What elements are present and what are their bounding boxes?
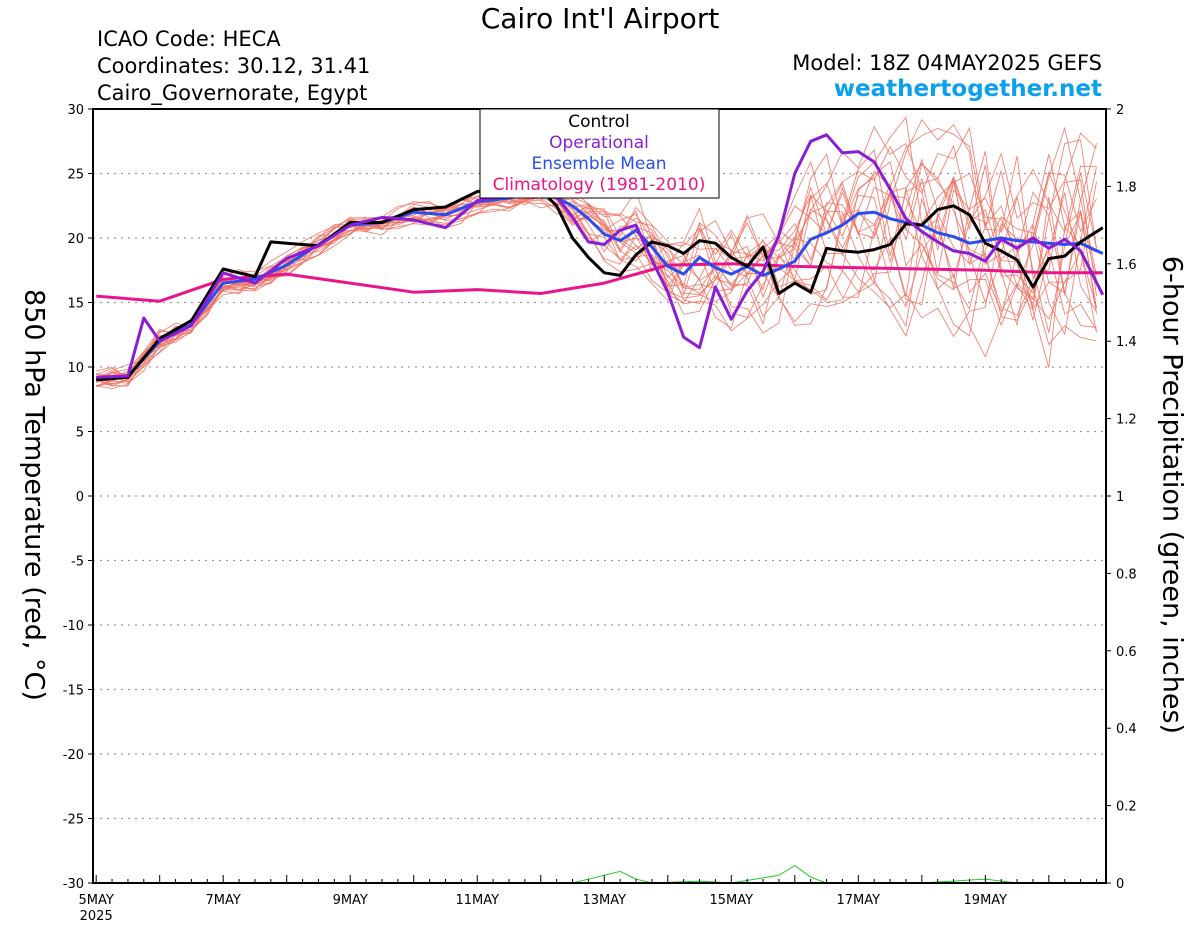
y-tick-label: -10 (63, 619, 84, 634)
y2-tick-label: 1.8 (1116, 180, 1137, 195)
ensemble-member-line (96, 158, 1097, 385)
y-tick-label: 10 (67, 361, 84, 376)
ensemble-member-line (96, 116, 1097, 388)
x-tick-label: 5MAY (79, 893, 114, 908)
x-tick-label: 15MAY (709, 893, 753, 908)
x-year-label: 2025 (80, 909, 113, 924)
y-tick-label: 20 (67, 232, 84, 247)
y-tick-label: -30 (63, 877, 84, 892)
x-tick-label: 11MAY (455, 893, 499, 908)
y-tick-label: -25 (63, 813, 84, 828)
ensemble-member-line (96, 172, 1097, 387)
y2-tick-label: 1.4 (1116, 335, 1137, 350)
y-tick-label: 0 (76, 490, 84, 505)
y-tick-label: -20 (63, 748, 84, 763)
legend-entry: Operational (549, 133, 649, 153)
coordinates: Coordinates: 30.12, 31.41 (97, 54, 371, 78)
y2-tick-label: 1.2 (1116, 413, 1137, 428)
precip-layer (96, 864, 1103, 884)
y-tick-label: 25 (67, 168, 84, 183)
legend-entry: Control (568, 112, 629, 132)
y-tick-label: 15 (67, 297, 84, 312)
y2-tick-label: 0.6 (1116, 645, 1137, 660)
y2-tick-label: 0.4 (1116, 722, 1137, 737)
legend-entry: Ensemble Mean (531, 154, 666, 174)
series-line-operational (96, 133, 1105, 379)
y2-tick-label: 0 (1116, 877, 1124, 892)
x-tick-label: 7MAY (206, 893, 241, 908)
ensemble-member-line (96, 176, 1097, 381)
y2-tick-label: 1 (1116, 490, 1124, 505)
y2-tick-label: 0.8 (1116, 567, 1137, 582)
grid-layer (93, 172, 1106, 820)
y-tick-label: -15 (63, 684, 84, 699)
precip-line (96, 864, 1103, 884)
site-link[interactable]: weathertogether.net (833, 76, 1102, 102)
y-tick-label: -5 (71, 555, 84, 570)
legend-box (479, 108, 720, 199)
x-tick-label: 17MAY (837, 893, 881, 908)
region: Cairo_Governorate, Egypt (97, 81, 368, 105)
legend-entry: Climatology (1981-2010) (493, 175, 706, 195)
ensemble-member-line (96, 148, 1097, 380)
icao-code: ICAO Code: HECA (97, 27, 281, 51)
axis-layer: 302520151050-5-10-15-20-25-3021.81.61.41… (63, 103, 1137, 924)
y-tick-label: 30 (67, 103, 84, 118)
ensemble-member-line (96, 144, 1097, 380)
series-layer (96, 133, 1105, 382)
model-run: Model: 18Z 04MAY2025 GEFS (792, 51, 1102, 75)
y2-tick-label: 2 (1116, 103, 1124, 118)
x-tick-label: 9MAY (333, 893, 368, 908)
chart-title: Cairo Int'l Airport (480, 2, 720, 35)
x-tick-label: 19MAY (964, 893, 1008, 908)
x-tick-label: 13MAY (582, 893, 626, 908)
y2-tick-label: 1.6 (1116, 258, 1137, 273)
y-tick-label: 5 (76, 426, 84, 441)
ensemble-member-line (96, 172, 1097, 378)
y2-tick-label: 0.2 (1116, 800, 1137, 815)
